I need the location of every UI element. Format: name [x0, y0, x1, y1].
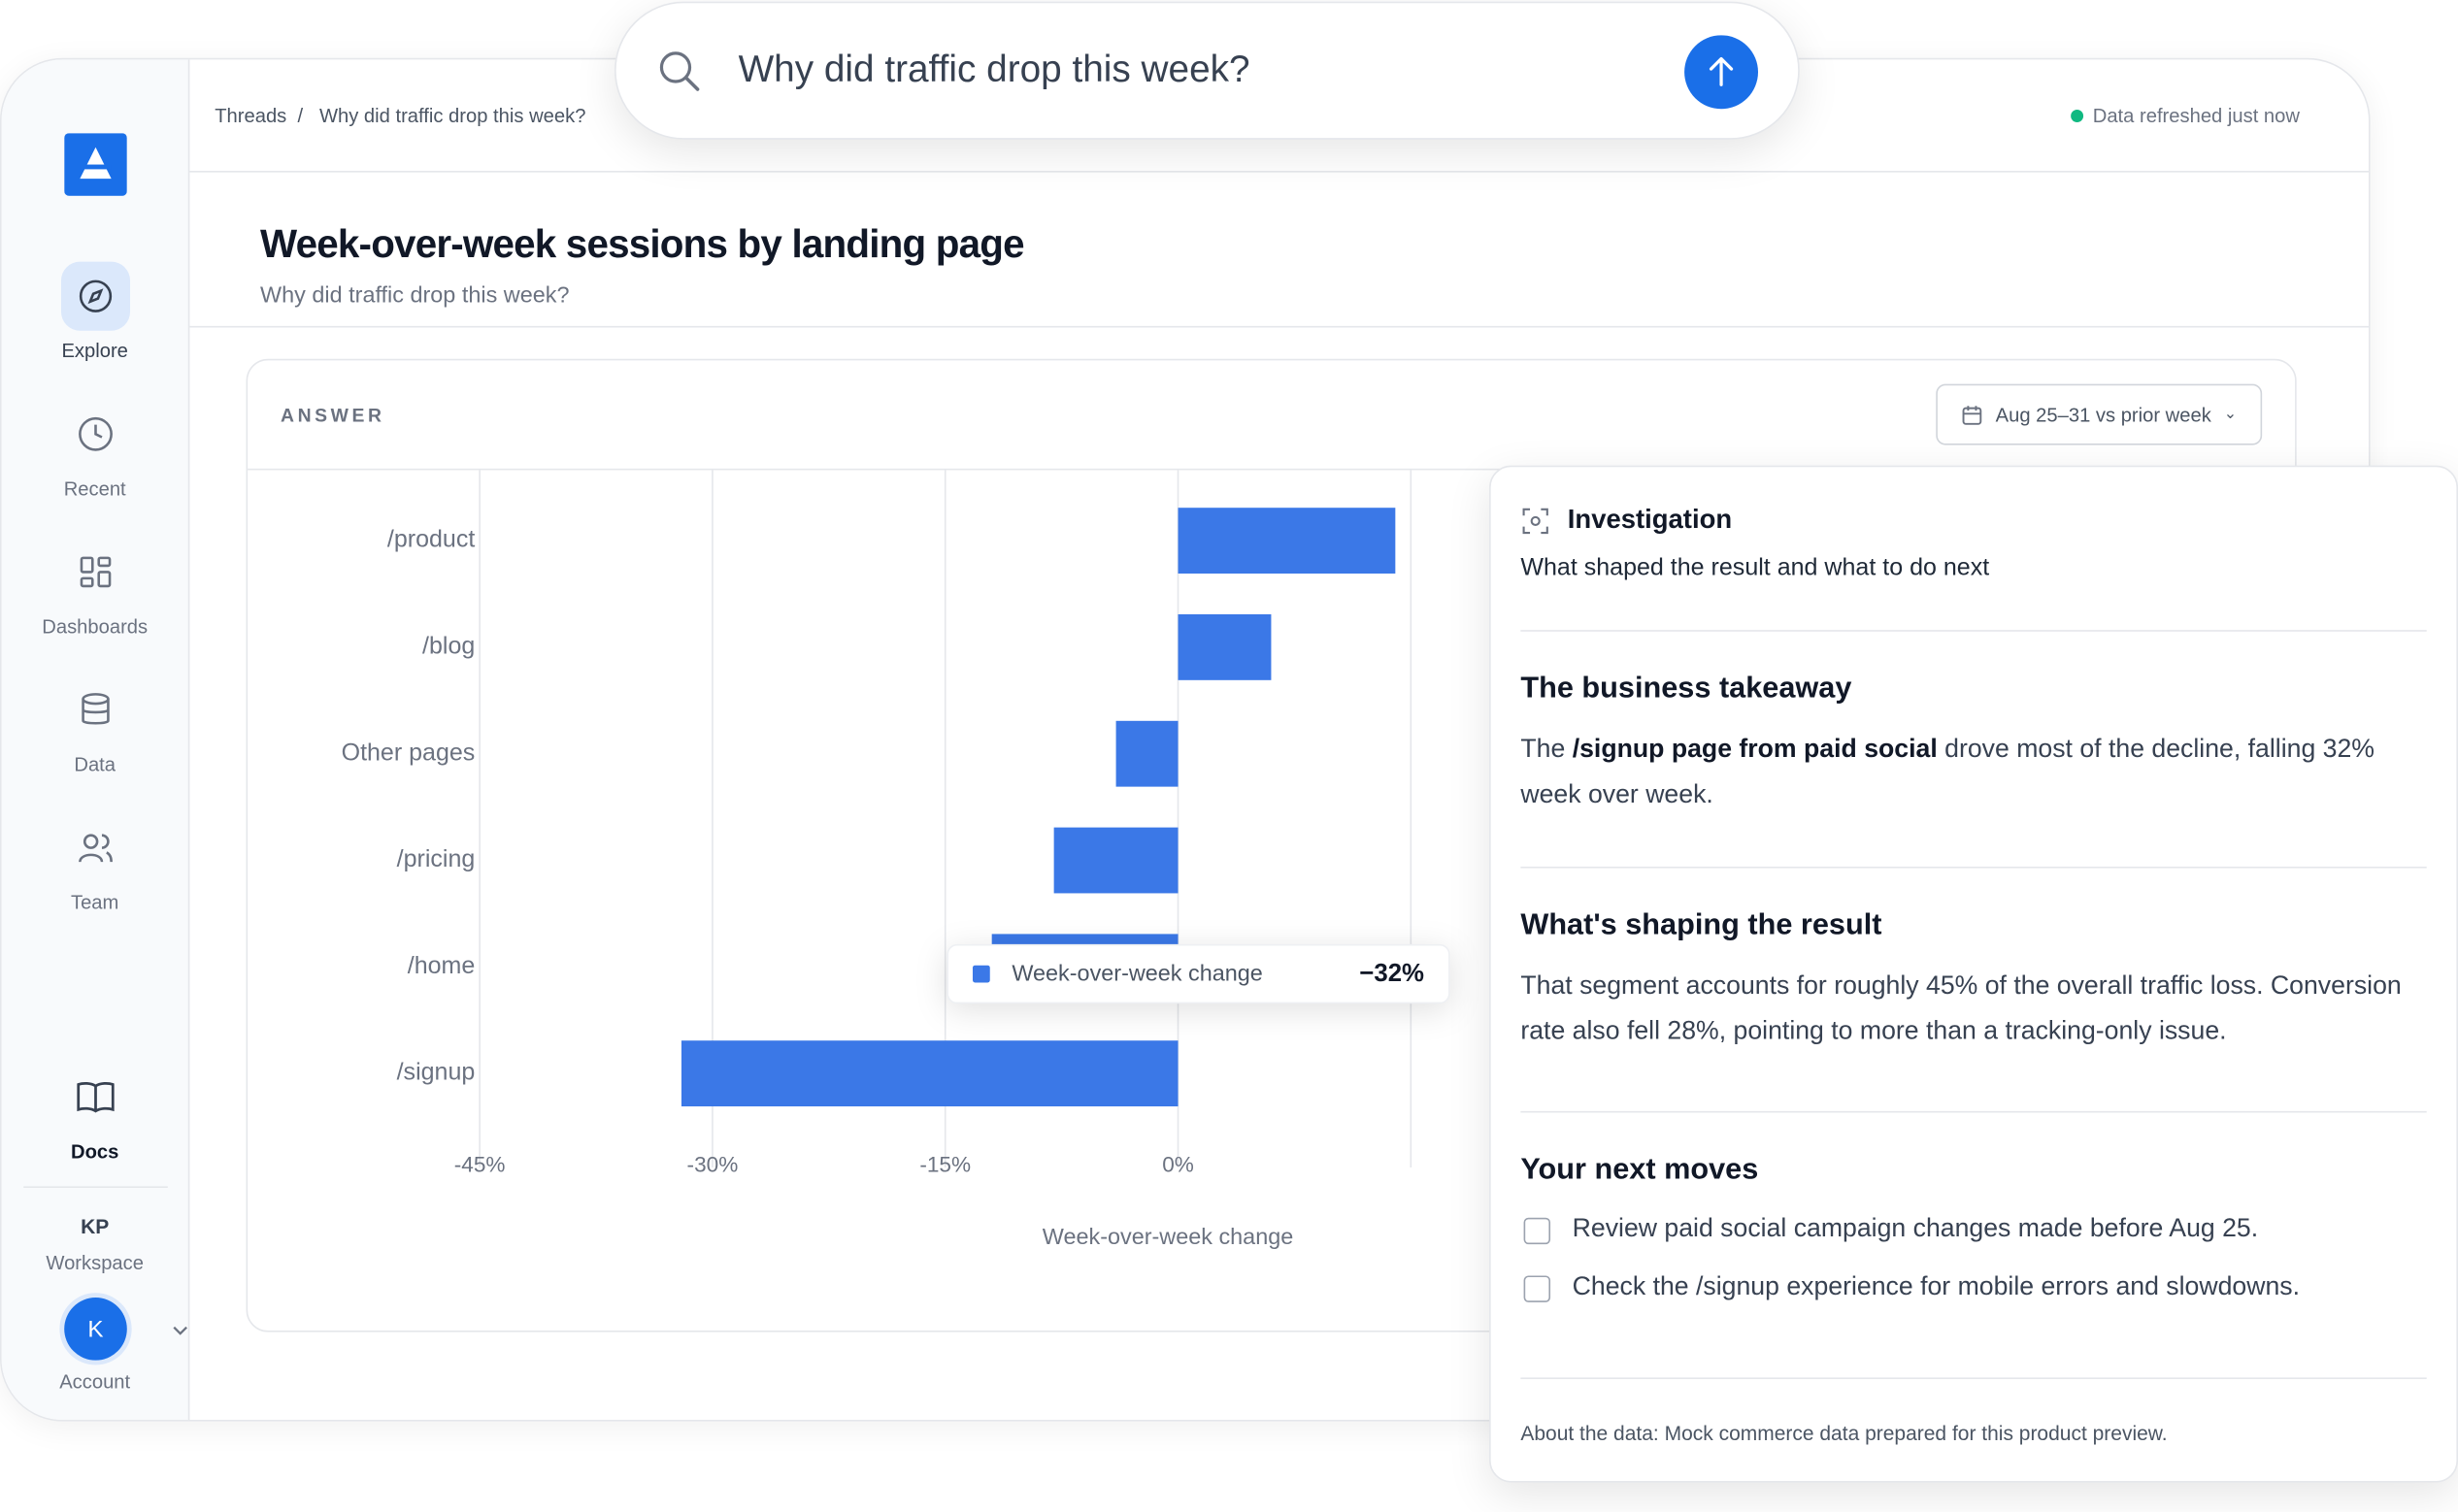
bar [1178, 614, 1272, 680]
nav-label: Data [74, 753, 116, 776]
nav-label: Dashboards [42, 615, 149, 639]
nav-label: Recent [63, 477, 126, 501]
tooltip-box [947, 943, 1450, 1004]
x-tick-label: -30% [687, 1152, 739, 1176]
tooltip-series: Week-over-week change [1012, 961, 1262, 986]
panel-subtitle: What shaped the result and what to do ne… [1520, 554, 1990, 582]
bar [1178, 508, 1396, 575]
search-icon [659, 51, 700, 91]
divider [189, 171, 2369, 173]
page-subtitle: Why did traffic drop this week? [260, 283, 570, 310]
bar [1115, 720, 1179, 787]
divider [1520, 1110, 2427, 1113]
divider [189, 325, 2369, 328]
status: Data refreshed just now [2071, 105, 2300, 127]
breadcrumb-item: Why did traffic drop this week? [318, 105, 586, 127]
checkbox[interactable] [1523, 1275, 1551, 1302]
divider [1520, 630, 2427, 632]
tooltip: Week-over-week change −32% [947, 943, 1450, 1004]
status-text: Data refreshed just now [2092, 105, 2300, 127]
workspace-initials: KP [81, 1214, 110, 1238]
nav-label: Docs [70, 1140, 119, 1164]
y-tick-label: /pricing [397, 845, 476, 872]
nav-label: Team [70, 891, 119, 914]
nav-item[interactable]: Dashboards [2, 538, 188, 638]
x-tick-label: -45% [454, 1152, 506, 1176]
bar [681, 1040, 1179, 1107]
y-tick-label: Other pages [342, 739, 476, 766]
y-tick-label: /blog [422, 633, 475, 660]
nav-item[interactable]: Explore [2, 261, 188, 363]
investigation-icon [1522, 508, 1548, 535]
logo [64, 133, 127, 196]
divider [1520, 866, 2427, 869]
nav-item[interactable]: Docs [2, 1063, 188, 1163]
takeaway-text: The /signup page from paid social drove … [1520, 727, 2413, 818]
breadcrumb-item[interactable]: Threads [215, 105, 287, 127]
footnote: About the data: Mock commerce data prepa… [1520, 1421, 2168, 1445]
date-range-button[interactable]: Aug 25–31 vs prior week ⌄ [1936, 383, 2263, 445]
tooltip-swatch [972, 965, 990, 983]
workspace-label: Workspace [46, 1252, 144, 1274]
submit-button[interactable] [1683, 35, 1759, 111]
y-tick-label: /home [408, 952, 476, 979]
y-tick-label: /signup [397, 1059, 476, 1086]
nav-item[interactable]: Team [2, 813, 188, 913]
breadcrumb: Threads / Why did traffic drop this week… [215, 105, 586, 127]
nav-label: Explore [61, 340, 128, 363]
checkbox[interactable] [1523, 1217, 1551, 1245]
divider [1520, 1377, 2427, 1380]
shaping-text: That segment accounts for roughly 45% of… [1520, 971, 2402, 1046]
x-axis-title: Week-over-week change [1043, 1224, 1293, 1249]
panel-title: Investigation [1567, 504, 1733, 535]
search-query: Why did traffic drop this week? [738, 49, 1250, 91]
page-title: Week-over-week sessions by landing page [260, 222, 1024, 267]
section-heading: What's shaping the result [1520, 908, 1882, 942]
nav-item[interactable]: Recent [2, 400, 188, 500]
x-tick-label: -15% [919, 1152, 971, 1176]
chevron [173, 1326, 187, 1335]
search-bar[interactable]: Why did traffic drop this week? [614, 1, 1800, 140]
next-move: Review paid social campaign changes made… [1572, 1214, 2259, 1243]
bar [1053, 827, 1179, 894]
account-label: Account [59, 1370, 131, 1394]
emphasis: /signup page from paid social [1572, 735, 1938, 764]
investigation-panel: Investigation What shaped the result and… [1489, 465, 2458, 1483]
text: The [1520, 735, 1566, 764]
date-range: Aug 25–31 vs prior week [1995, 403, 2211, 426]
divider [248, 468, 2296, 471]
avatar[interactable]: K [64, 1298, 127, 1361]
section-heading: The business takeaway [1520, 672, 1852, 706]
section-heading: Your next moves [1520, 1153, 1759, 1187]
answer-label: ANSWER [281, 404, 385, 427]
y-tick-label: /product [387, 526, 475, 553]
tooltip-value: −32% [1359, 960, 1424, 987]
sidebar: Explore Recent Dashboards Data Team Docs [1, 59, 190, 1421]
divider [23, 1186, 168, 1189]
text: drove most of the decline, falling 32% w… [1520, 735, 2375, 809]
x-tick-label: 0% [1162, 1152, 1194, 1176]
next-move: Check the /signup experience for mobile … [1572, 1272, 2301, 1301]
nav-item[interactable]: Data [2, 675, 188, 775]
